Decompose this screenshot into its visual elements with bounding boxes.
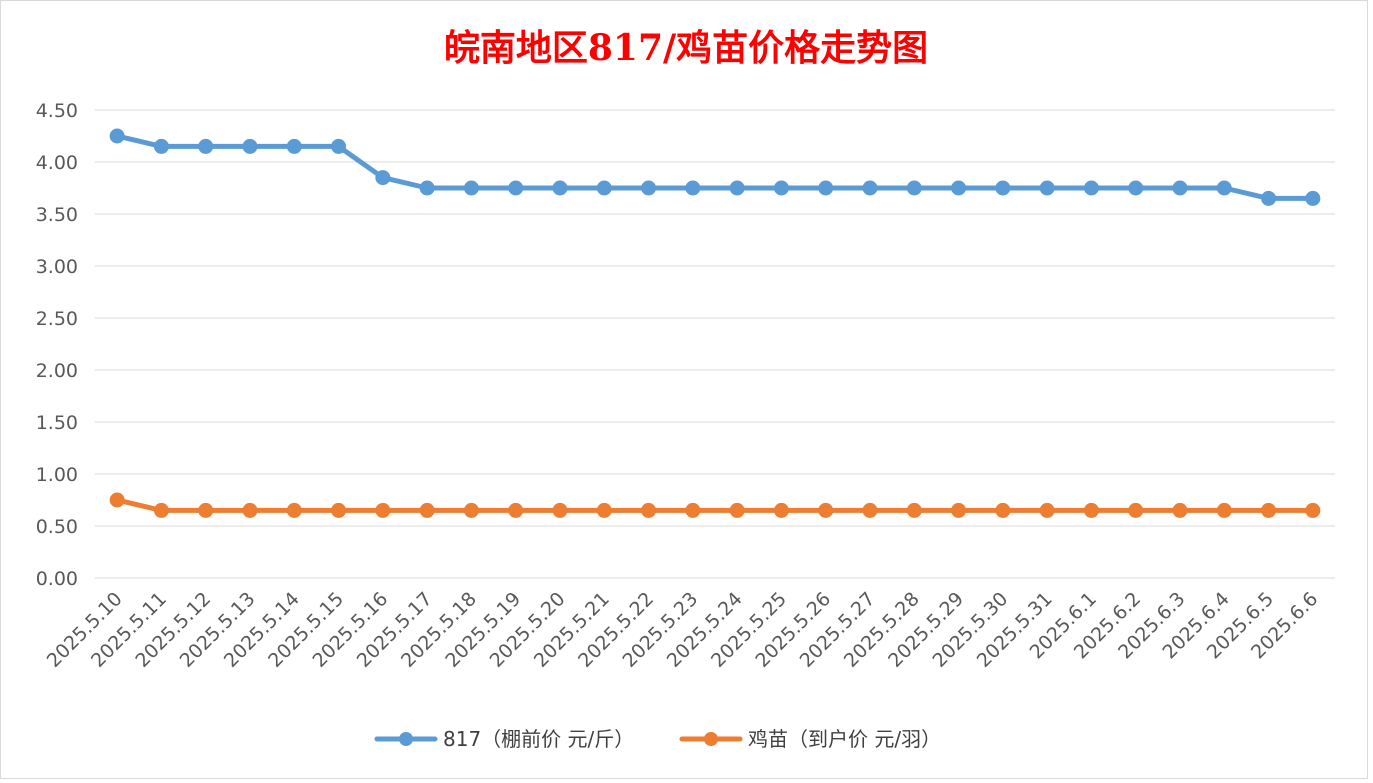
data-point bbox=[1261, 190, 1277, 206]
data-point bbox=[685, 180, 701, 196]
data-point bbox=[242, 502, 258, 518]
data-point bbox=[641, 502, 657, 518]
data-point bbox=[198, 138, 214, 154]
series-layer bbox=[109, 128, 1321, 518]
y-tick-label: 1.00 bbox=[36, 464, 78, 486]
legend-item-2: 鸡苗（到户价 元/羽） bbox=[679, 727, 941, 751]
data-point bbox=[862, 502, 878, 518]
data-point bbox=[286, 138, 302, 154]
y-tick-label: 3.50 bbox=[36, 204, 78, 226]
data-point bbox=[242, 138, 258, 154]
y-tick-label: 0.50 bbox=[36, 516, 78, 538]
data-point bbox=[818, 180, 834, 196]
data-point bbox=[552, 180, 568, 196]
data-point bbox=[596, 180, 612, 196]
data-point bbox=[375, 170, 391, 186]
data-point bbox=[1128, 502, 1144, 518]
data-point bbox=[286, 502, 302, 518]
data-point bbox=[109, 128, 125, 144]
legend-label: 鸡苗（到户价 元/羽） bbox=[748, 727, 941, 751]
data-point bbox=[1172, 502, 1188, 518]
y-tick-label: 2.50 bbox=[36, 308, 78, 330]
legend-marker bbox=[704, 732, 718, 746]
data-point bbox=[419, 180, 435, 196]
data-point bbox=[906, 502, 922, 518]
data-point bbox=[1039, 180, 1055, 196]
data-point bbox=[1172, 180, 1188, 196]
data-point bbox=[552, 502, 568, 518]
data-point bbox=[995, 502, 1011, 518]
data-point bbox=[729, 180, 745, 196]
y-tick-label: 1.50 bbox=[36, 412, 78, 434]
data-point bbox=[109, 492, 125, 508]
legend: 817（棚前价 元/斤） 鸡苗（到户价 元/羽） bbox=[374, 727, 941, 751]
gridlines bbox=[95, 109, 1335, 579]
data-point bbox=[641, 180, 657, 196]
data-point bbox=[1305, 190, 1321, 206]
data-point bbox=[685, 502, 701, 518]
data-point bbox=[508, 180, 524, 196]
data-point bbox=[1128, 180, 1144, 196]
data-point bbox=[375, 502, 391, 518]
series-line bbox=[114, 133, 1316, 201]
data-point bbox=[463, 502, 479, 518]
data-point bbox=[331, 138, 347, 154]
data-point bbox=[153, 502, 169, 518]
data-point bbox=[463, 180, 479, 196]
series-1 bbox=[109, 128, 1321, 206]
legend-marker bbox=[399, 732, 413, 746]
y-tick-label: 2.00 bbox=[36, 360, 78, 382]
data-point bbox=[153, 138, 169, 154]
y-axis-ticks: 0.00 0.50 1.00 1.50 2.00 2.50 3.00 3.50 4.00 4.50 bbox=[36, 100, 78, 590]
data-point bbox=[862, 180, 878, 196]
y-tick-label: 0.00 bbox=[36, 568, 78, 590]
data-point bbox=[1216, 502, 1232, 518]
data-point bbox=[1039, 502, 1055, 518]
data-point bbox=[818, 502, 834, 518]
data-point bbox=[1216, 180, 1232, 196]
data-point bbox=[906, 180, 922, 196]
data-point bbox=[1261, 502, 1277, 518]
data-point bbox=[508, 502, 524, 518]
data-point bbox=[773, 180, 789, 196]
y-tick-label: 3.00 bbox=[36, 256, 78, 278]
series-line bbox=[114, 497, 1316, 513]
data-point bbox=[331, 502, 347, 518]
y-tick-label: 4.50 bbox=[36, 100, 78, 122]
data-point bbox=[729, 502, 745, 518]
series-2 bbox=[109, 492, 1321, 518]
data-point bbox=[951, 180, 967, 196]
legend-item-1: 817（棚前价 元/斤） bbox=[374, 727, 634, 751]
data-point bbox=[198, 502, 214, 518]
data-point bbox=[1305, 502, 1321, 518]
data-point bbox=[596, 502, 612, 518]
legend-label: 817（棚前价 元/斤） bbox=[443, 727, 634, 751]
y-tick-label: 4.00 bbox=[36, 152, 78, 174]
data-point bbox=[773, 502, 789, 518]
data-point bbox=[1083, 502, 1099, 518]
data-point bbox=[995, 180, 1011, 196]
chart-title: 皖南地区817/鸡苗价格走势图 bbox=[444, 27, 928, 69]
data-point bbox=[419, 502, 435, 518]
data-point bbox=[1083, 180, 1099, 196]
data-point bbox=[951, 502, 967, 518]
